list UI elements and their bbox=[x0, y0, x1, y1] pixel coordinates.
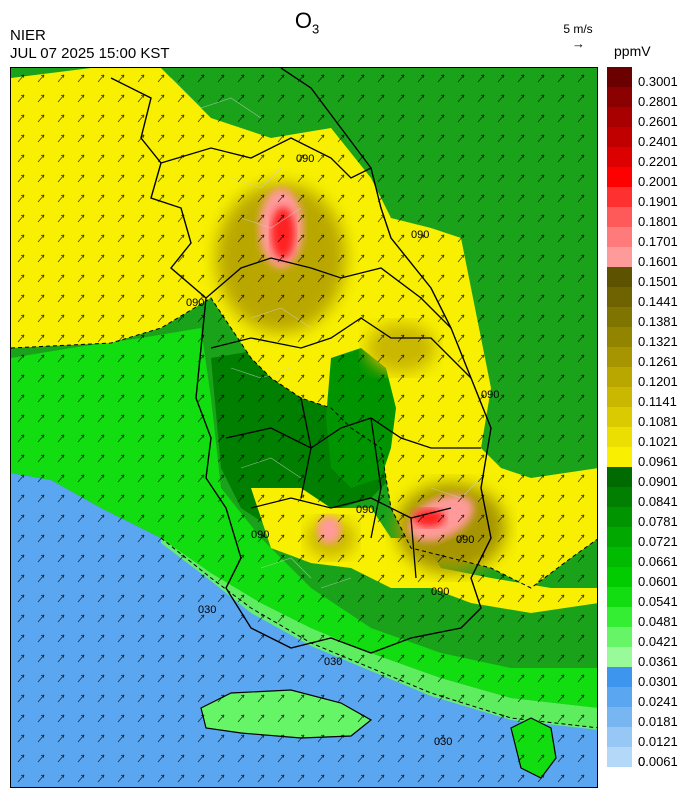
contour-label: 090 bbox=[356, 504, 374, 516]
species-label: O bbox=[294, 8, 312, 33]
legend-label: 0.1801 bbox=[638, 214, 678, 229]
agency-label: NIER bbox=[10, 27, 46, 44]
legend-swatch bbox=[607, 547, 632, 567]
contour-label: 090 bbox=[186, 297, 204, 309]
legend-swatch bbox=[607, 527, 632, 547]
contour-label: 090 bbox=[431, 586, 449, 598]
legend-swatch bbox=[607, 387, 632, 407]
legend-label: 0.1441 bbox=[638, 294, 678, 309]
legend-label: 0.0361 bbox=[638, 654, 678, 669]
legend-label: 0.1321 bbox=[638, 334, 678, 349]
legend-swatch bbox=[607, 467, 632, 487]
legend-swatch bbox=[607, 167, 632, 187]
legend-swatch bbox=[607, 247, 632, 267]
legend-label: 0.2601 bbox=[638, 114, 678, 129]
contour-label: 030 bbox=[198, 604, 216, 616]
legend-swatch bbox=[607, 667, 632, 687]
legend-label: 0.1901 bbox=[638, 194, 678, 209]
legend-label: 0.0181 bbox=[638, 714, 678, 729]
color-legend bbox=[607, 67, 632, 768]
legend-swatch bbox=[607, 67, 632, 87]
legend-swatch bbox=[607, 327, 632, 347]
legend-swatch bbox=[607, 507, 632, 527]
legend-swatch bbox=[607, 427, 632, 447]
legend-swatch bbox=[607, 287, 632, 307]
legend-swatch bbox=[607, 407, 632, 427]
legend-label: 0.0541 bbox=[638, 594, 678, 609]
legend-label: 0.1141 bbox=[638, 394, 677, 409]
legend-swatch bbox=[607, 587, 632, 607]
wind-vector-field bbox=[11, 68, 597, 787]
legend-label: 0.0661 bbox=[638, 554, 678, 569]
ozone-map: 090 090 090 090 090 090 090 090 030 030 … bbox=[10, 67, 598, 788]
legend-swatch bbox=[607, 367, 632, 387]
legend-swatch bbox=[607, 227, 632, 247]
legend-unit: ppmV bbox=[614, 43, 651, 59]
legend-label: 0.0481 bbox=[638, 614, 678, 629]
contour-label: 090 bbox=[411, 229, 429, 241]
wind-reference-label: 5 m/s bbox=[563, 22, 593, 36]
legend-label: 0.0721 bbox=[638, 534, 678, 549]
legend-label: 0.2401 bbox=[638, 134, 678, 149]
legend-swatch bbox=[607, 87, 632, 107]
legend-label: 0.2001 bbox=[638, 174, 678, 189]
legend-swatch bbox=[607, 127, 632, 147]
legend-label: 0.1201 bbox=[638, 374, 678, 389]
legend-label: 0.0961 bbox=[638, 454, 678, 469]
legend-swatch bbox=[607, 147, 632, 167]
legend-label: 0.0061 bbox=[638, 754, 678, 769]
legend-swatch bbox=[607, 307, 632, 327]
legend-label: 0.0901 bbox=[638, 474, 678, 489]
legend-label: 0.0121 bbox=[638, 734, 678, 749]
legend-swatch bbox=[607, 747, 632, 767]
contour-labels: 090 090 090 090 090 090 090 090 030 030 … bbox=[186, 153, 499, 748]
species-subscript: 3 bbox=[311, 21, 320, 37]
legend-swatch bbox=[607, 187, 632, 207]
legend-swatch bbox=[607, 727, 632, 747]
legend-swatch bbox=[607, 707, 632, 727]
legend-label: 0.2801 bbox=[638, 94, 678, 109]
legend-label: 0.1081 bbox=[638, 414, 678, 429]
contour-label: 090 bbox=[251, 529, 269, 541]
legend-label: 0.1261 bbox=[638, 354, 678, 369]
legend-label: 0.0841 bbox=[638, 494, 678, 509]
legend-label: 0.0601 bbox=[638, 574, 678, 589]
legend-label: 0.3001 bbox=[638, 74, 678, 89]
legend-swatch bbox=[607, 687, 632, 707]
legend-swatch bbox=[607, 267, 632, 287]
contour-label: 090 bbox=[456, 534, 474, 546]
legend-label: 0.1601 bbox=[638, 254, 678, 269]
map-canvas: 090 090 090 090 090 090 090 090 030 030 … bbox=[11, 68, 597, 787]
legend-label: 0.0301 bbox=[638, 674, 678, 689]
legend-swatch bbox=[607, 627, 632, 647]
legend-swatch bbox=[607, 107, 632, 127]
legend-swatch bbox=[607, 647, 632, 667]
legend-label: 0 bbox=[638, 754, 646, 769]
legend-label: 0.0781 bbox=[638, 514, 678, 529]
map-title: O3 bbox=[0, 8, 614, 36]
legend-swatch bbox=[607, 347, 632, 367]
legend-swatch bbox=[607, 607, 632, 627]
contour-label: 090 bbox=[296, 153, 314, 165]
legend-label: 0.2201 bbox=[638, 154, 678, 169]
legend-label: 0.0421 bbox=[638, 634, 678, 649]
legend-swatch bbox=[607, 567, 632, 587]
legend-swatch bbox=[607, 207, 632, 227]
contour-label: 090 bbox=[481, 389, 499, 401]
timestamp-label: JUL 07 2025 15:00 KST bbox=[10, 45, 170, 62]
wind-reference-arrow-icon: → bbox=[572, 36, 585, 51]
legend-label: 0.1701 bbox=[638, 234, 678, 249]
legend-label: 0.1381 bbox=[638, 314, 678, 329]
contour-label: 030 bbox=[434, 736, 452, 748]
legend-label: 0.0241 bbox=[638, 694, 678, 709]
legend-label: 0.1501 bbox=[638, 274, 678, 289]
legend-swatch bbox=[607, 447, 632, 467]
legend-swatch bbox=[607, 487, 632, 507]
legend-label: 0.1021 bbox=[638, 434, 678, 449]
contour-label: 030 bbox=[324, 656, 342, 668]
